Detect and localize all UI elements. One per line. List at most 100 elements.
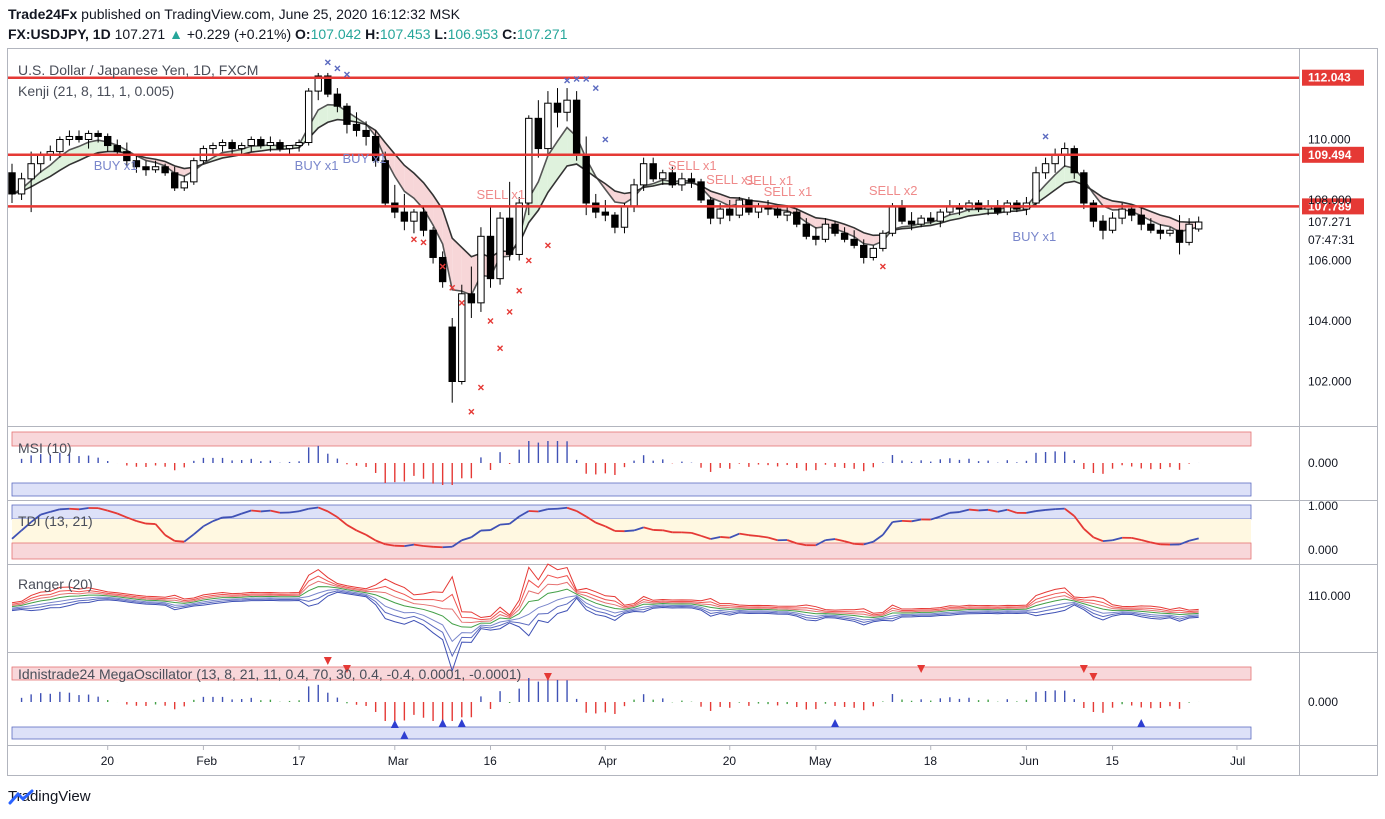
tdi-segment bbox=[193, 525, 204, 536]
horizontal-levels[interactable]: 112.043 109.494 107.789 bbox=[8, 69, 1364, 215]
candle-body bbox=[1089, 202, 1098, 222]
candle bbox=[639, 157, 648, 191]
signal-cross-icon bbox=[544, 242, 551, 249]
tdi-segment bbox=[1188, 537, 1199, 542]
tdi-segment bbox=[356, 529, 367, 536]
candle-body bbox=[572, 99, 581, 156]
candle bbox=[1156, 224, 1165, 240]
signal-label: SELL x1 bbox=[668, 158, 717, 173]
kenji-cloud-segment bbox=[1160, 215, 1170, 227]
last-price-axis-label: 107.271 bbox=[1308, 215, 1352, 229]
publish-line: Trade24Fx published on TradingView.com, … bbox=[8, 6, 460, 22]
candle-body bbox=[17, 178, 26, 195]
candle bbox=[582, 136, 590, 216]
symbol-label[interactable]: FX:USDJPY, 1D bbox=[8, 26, 111, 42]
tdi-segment bbox=[78, 507, 89, 511]
candle bbox=[936, 209, 944, 228]
price-axis[interactable]: 110.000 108.000 106.000 104.000 102.000 107.2… bbox=[1308, 133, 1355, 389]
candle-body bbox=[400, 211, 409, 222]
candle-body bbox=[678, 178, 686, 186]
candle bbox=[1080, 169, 1088, 210]
last-price: 107.271 bbox=[114, 26, 166, 42]
tdi-segment bbox=[289, 510, 300, 514]
tdi-segment bbox=[786, 539, 798, 545]
candle-body bbox=[907, 220, 916, 225]
candle-body bbox=[142, 166, 150, 171]
chart-canvas[interactable]: 112.043 109.494 107.789 BUY x1 BUY x1 BUY x1… bbox=[8, 49, 1377, 775]
change-arrow-icon: ▲ bbox=[169, 26, 183, 42]
mega-sell-arrow-icon bbox=[917, 665, 926, 673]
mega-title[interactable]: Idnistrade24 MegaOscillator (13, 8, 21, … bbox=[18, 666, 521, 682]
high-label: H: bbox=[365, 26, 380, 42]
mega-sell-arrow-icon bbox=[543, 673, 552, 681]
candle-body bbox=[8, 172, 16, 195]
low-label: L: bbox=[434, 26, 448, 42]
candle bbox=[850, 230, 858, 249]
candle-body bbox=[123, 151, 131, 162]
tdi-segment bbox=[40, 510, 51, 516]
candle-body bbox=[850, 238, 858, 246]
candle-body bbox=[486, 235, 495, 280]
mega-buy-arrow-icon bbox=[831, 719, 840, 727]
candle-body bbox=[793, 211, 801, 225]
candle bbox=[1185, 218, 1193, 246]
kenji-fast-line bbox=[11, 103, 1199, 297]
publisher-name[interactable]: Trade24Fx bbox=[8, 6, 78, 22]
candle bbox=[266, 136, 275, 152]
tdi-segment bbox=[538, 508, 549, 513]
candle-body bbox=[534, 117, 543, 150]
countdown-label: 07:47:31 bbox=[1308, 233, 1355, 247]
signal-label: BUY x1 bbox=[343, 151, 387, 166]
tdi-segment bbox=[50, 508, 61, 513]
kenji-cloud-segment bbox=[863, 232, 874, 246]
ranger-line bbox=[11, 580, 1199, 623]
tdi-segment bbox=[557, 506, 568, 510]
mega-sell-arrow-icon bbox=[1089, 673, 1098, 681]
candle-body bbox=[56, 139, 64, 153]
tdi-segment bbox=[317, 506, 329, 513]
candle-body bbox=[448, 326, 456, 382]
candle bbox=[410, 209, 418, 234]
signal-cross-icon bbox=[487, 318, 494, 324]
candle bbox=[180, 175, 188, 191]
tradingview-brand[interactable]: TradingView bbox=[8, 788, 91, 805]
kenji-cloud-segment bbox=[385, 142, 395, 177]
kenji-cloud-segment bbox=[404, 165, 414, 199]
candle-body bbox=[458, 293, 466, 382]
signal-cross-icon bbox=[1042, 133, 1049, 140]
tdi-title[interactable]: TDI (13, 21) bbox=[18, 513, 93, 529]
candle-body bbox=[438, 256, 447, 283]
chart-container[interactable]: 112.043 109.494 107.789 BUY x1 BUY x1 BUY x1… bbox=[7, 48, 1378, 776]
mega-tick: 0.000 bbox=[1308, 695, 1338, 709]
ohlc-line: FX:USDJPY, 1D 107.271 ▲ +0.229 (+0.21%) … bbox=[8, 26, 567, 42]
msi-title[interactable]: MSI (10) bbox=[18, 440, 72, 456]
time-tick-label: Jul bbox=[1230, 754, 1245, 768]
kenji-cloud-segment bbox=[442, 209, 453, 290]
candle bbox=[802, 218, 811, 240]
tdi-segment bbox=[767, 536, 778, 542]
candle-body bbox=[151, 166, 160, 171]
ranger-title[interactable]: Ranger (20) bbox=[18, 576, 93, 592]
candle bbox=[46, 145, 54, 161]
signal-cross-icon bbox=[468, 408, 475, 415]
time-tick-label: Apr bbox=[598, 754, 617, 768]
time-axis[interactable]: 20 Feb 17 Mar 16 Apr 20 May 18 Jun 15 Jul bbox=[101, 746, 1246, 768]
candle bbox=[840, 227, 849, 243]
candle bbox=[295, 139, 303, 152]
tdi-segment bbox=[442, 545, 453, 549]
tdi-segment bbox=[691, 532, 702, 537]
tdi-segment bbox=[518, 510, 530, 518]
candle-body bbox=[936, 211, 944, 222]
tdi-segment bbox=[183, 533, 195, 543]
candle-body bbox=[266, 142, 275, 147]
candle-body bbox=[247, 139, 255, 147]
open-label: O: bbox=[295, 26, 311, 42]
kenji-indicator-label[interactable]: Kenji (21, 8, 11, 1, 0.005) bbox=[18, 83, 174, 99]
tdi-segment bbox=[911, 518, 922, 523]
tdi-segment bbox=[413, 543, 424, 547]
candle bbox=[611, 212, 619, 234]
candle-body bbox=[295, 142, 303, 147]
candle bbox=[170, 166, 179, 191]
tdi-segment bbox=[136, 520, 147, 525]
candle bbox=[1194, 216, 1203, 232]
